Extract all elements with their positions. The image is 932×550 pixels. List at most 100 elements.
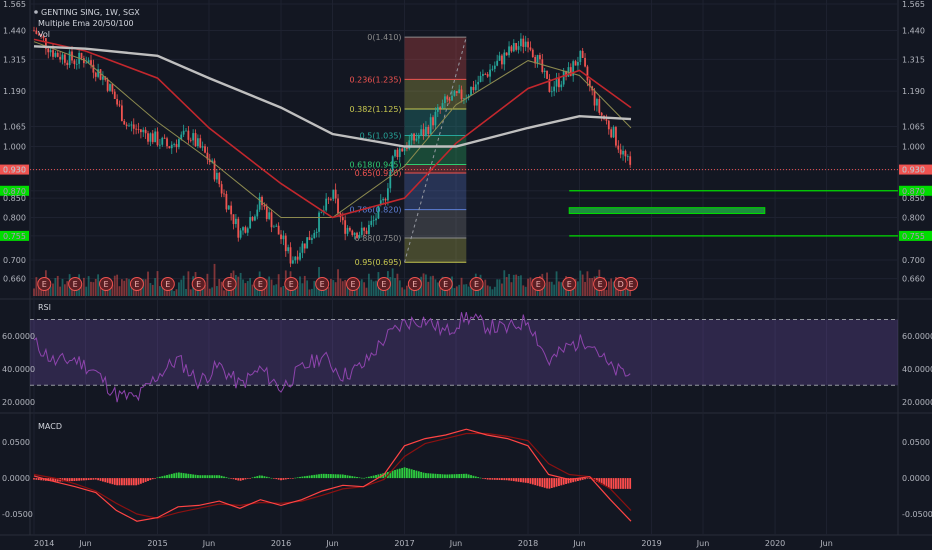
macd-histogram-bar — [548, 478, 551, 489]
macd-histogram-bar — [451, 474, 453, 479]
macd-histogram-bar — [173, 473, 176, 479]
symbol-name: GENTING SING — [41, 8, 100, 17]
header-separator: , — [118, 8, 123, 17]
volume-bar — [337, 269, 339, 296]
candle-body — [453, 91, 456, 96]
macd-histogram-bar — [496, 478, 499, 480]
macd-histogram-bar — [567, 478, 570, 484]
volume-bar — [358, 281, 361, 296]
macd-histogram-bar — [106, 478, 109, 483]
candle-body — [163, 137, 166, 139]
macd-signal-line — [33, 432, 632, 519]
left-price-tick: 1.315 — [3, 55, 26, 64]
candle-body — [218, 172, 221, 185]
macd-histogram-bar — [170, 473, 173, 479]
event-markers[interactable]: E E E E E E E E E E E E E E E E E E ED — [37, 277, 638, 291]
volume-bar — [501, 283, 503, 296]
candle-body — [230, 205, 233, 215]
candle-body — [398, 148, 401, 158]
candle-body — [40, 34, 43, 36]
macd-histogram-bar — [154, 478, 157, 479]
macd-histogram-bar — [579, 478, 582, 481]
macd-histogram-bar — [482, 478, 484, 479]
candle-body — [227, 205, 230, 210]
candle-body — [75, 63, 78, 65]
volume-bar — [49, 286, 52, 296]
candle-body — [258, 196, 261, 210]
volume-bar — [296, 286, 299, 296]
candle-body — [607, 120, 610, 130]
candle-body — [441, 103, 444, 109]
candle-body — [294, 256, 297, 261]
support-levels[interactable]: 0.870 0.870 0.755 0.755 0.930 0.930 — [0, 164, 932, 241]
macd-histogram-bar — [581, 478, 584, 480]
volume-bar — [415, 287, 418, 296]
macd-histogram-bar — [63, 478, 66, 482]
candle-body — [249, 217, 252, 229]
earnings-e-icon — [469, 277, 484, 291]
candle-body — [106, 79, 109, 91]
volume-bar — [270, 279, 273, 296]
volume-bar — [35, 277, 38, 296]
volume-bar — [175, 289, 178, 296]
candle-body — [617, 145, 620, 150]
macd-histogram-bar — [211, 475, 214, 479]
dividend-d-icon — [613, 277, 628, 291]
candle-body — [493, 65, 496, 69]
candle-body — [351, 230, 354, 235]
candle-body — [505, 52, 508, 56]
interval-label: 1W — [105, 8, 118, 17]
macd-histogram-bar — [130, 478, 133, 486]
candle-body — [472, 86, 475, 91]
candle-body — [99, 69, 102, 80]
macd-histogram-bar — [40, 478, 43, 481]
price-tag-left-text: 0.930 — [3, 166, 26, 175]
macd-histogram-bar — [391, 470, 394, 479]
macd-tick-right: -0.0500 — [902, 510, 932, 519]
volume-bar — [268, 276, 271, 296]
macd-histogram-bar — [82, 478, 85, 481]
left-price-tick: 0.755 — [3, 232, 26, 241]
candle-body — [534, 57, 537, 64]
candle-body — [624, 150, 627, 157]
volume-bar — [187, 271, 190, 296]
candle-body — [308, 237, 311, 240]
study-ema-label[interactable]: Multiple Ema 20/50/100 — [38, 19, 134, 28]
legend-dot — [34, 10, 38, 14]
volume-bar — [151, 284, 154, 296]
macd-histogram-bar — [370, 476, 373, 479]
candle-body — [356, 232, 358, 239]
volume-bar — [101, 287, 104, 296]
candle-body — [588, 80, 591, 87]
macd-histogram-bar — [33, 478, 35, 480]
candle-body — [80, 52, 83, 59]
volume-bar — [37, 280, 40, 296]
volume-bar — [453, 288, 456, 296]
macd-histogram-bar — [120, 478, 123, 486]
macd-histogram-bar — [299, 476, 301, 479]
candle-body — [615, 127, 617, 146]
macd-histogram-bar — [455, 474, 458, 479]
fibonacci-retracement[interactable]: 0(1.410) 0.236(1.235) 0.382(1.125) 0.5(1.03… — [349, 33, 467, 267]
volume-bar — [182, 275, 185, 296]
macd-histogram-bar — [213, 475, 216, 479]
macd-histogram-bar — [218, 475, 221, 479]
candle-body — [275, 225, 278, 227]
candle-body — [389, 171, 392, 189]
rsi-tick-left: 60.0000 — [2, 332, 35, 341]
fib-level-label: 0.236(1.235) — [349, 75, 401, 84]
candle-body — [474, 84, 477, 91]
macd-histogram-bar — [341, 474, 344, 479]
earnings-e-icon-letter: E — [165, 280, 170, 289]
volume-bar — [496, 279, 499, 296]
candle-body — [330, 198, 332, 200]
candle-body — [199, 138, 202, 148]
candle-body — [118, 104, 121, 106]
macd-histogram-bar — [524, 478, 527, 483]
study-vol-label[interactable]: Vol — [38, 30, 50, 39]
volume-bar — [116, 274, 119, 296]
volume-bar — [332, 280, 335, 296]
macd-histogram-bar — [413, 469, 415, 479]
